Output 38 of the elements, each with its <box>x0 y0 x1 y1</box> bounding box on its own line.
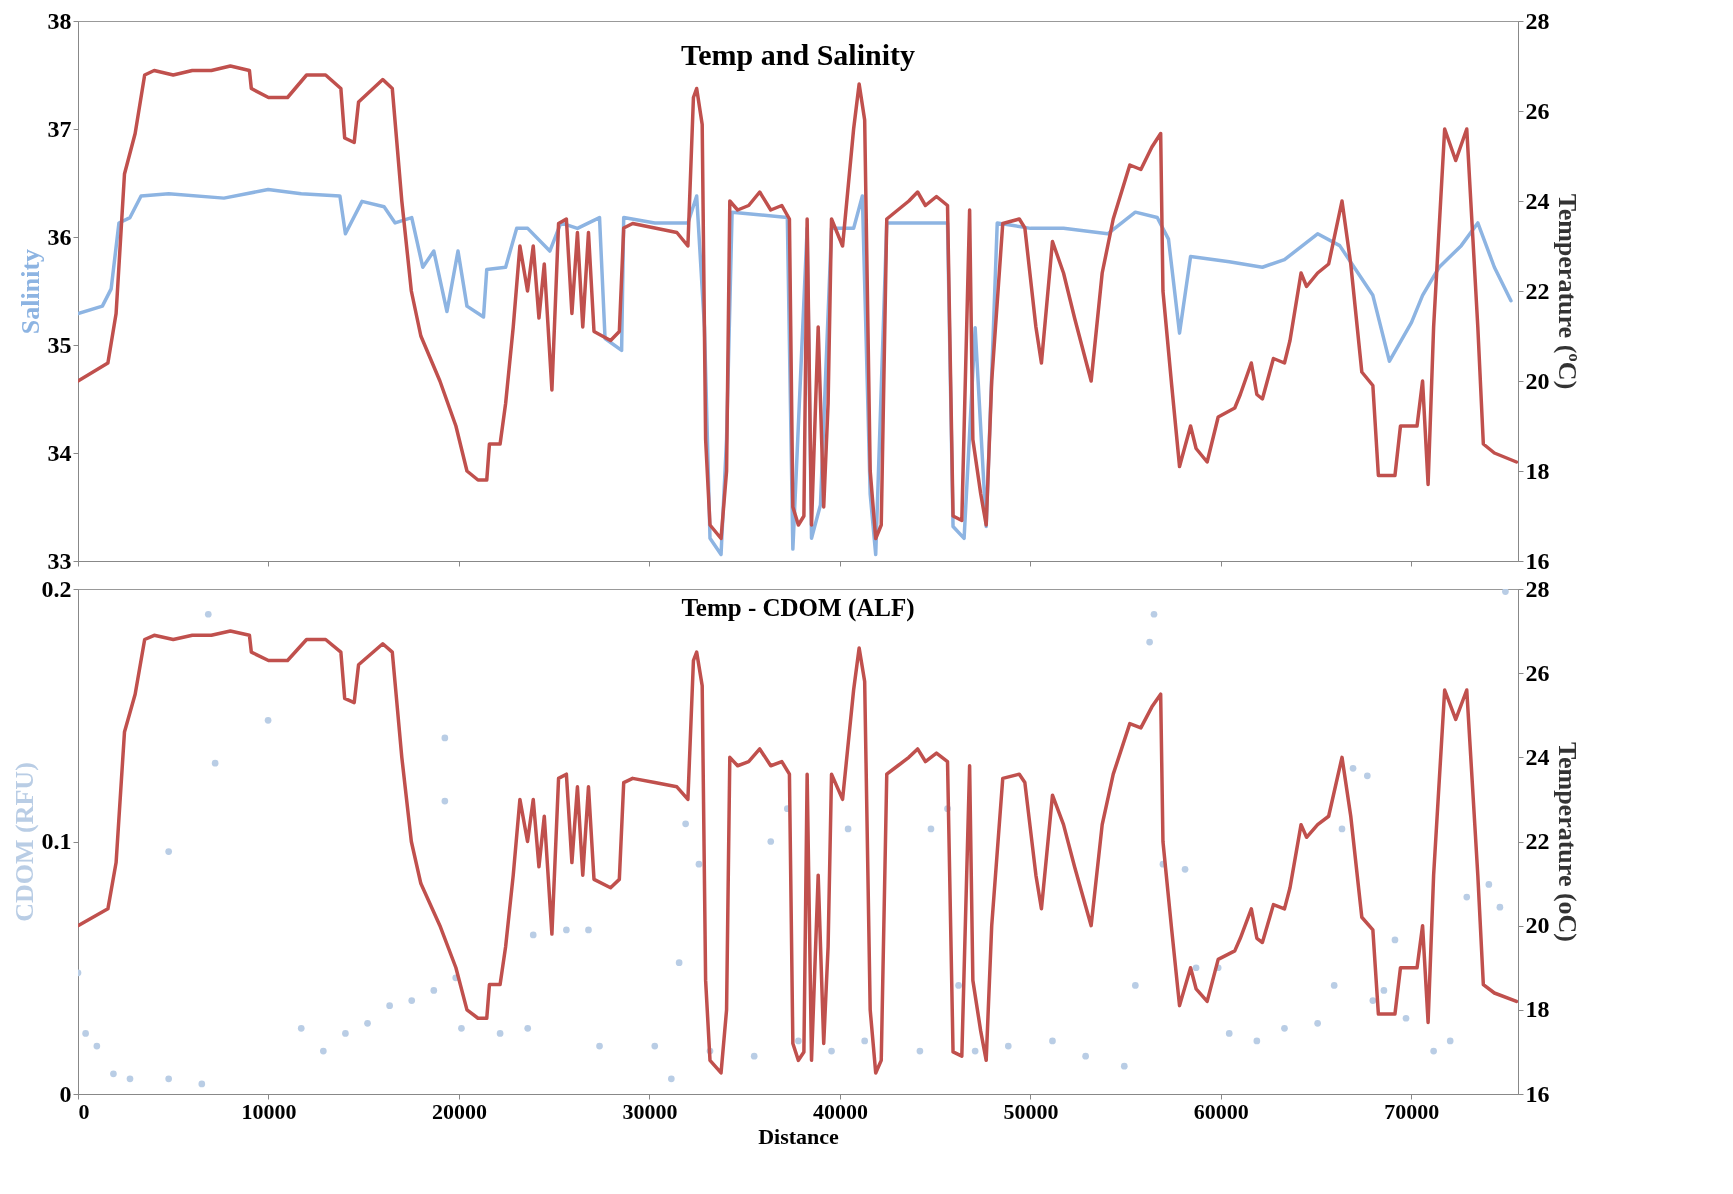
y-axis-title: Salinity <box>15 248 45 335</box>
y2-axis-title: Temperature (oC) <box>1552 741 1582 943</box>
y2-tick-label: 16 <box>1525 547 1550 574</box>
x-tick-label: 70000 <box>1384 1098 1440 1124</box>
y-tick-label: 0.2 <box>41 575 72 602</box>
y2-tick-label: 18 <box>1525 996 1550 1023</box>
y-tick-label: 0.1 <box>41 828 72 854</box>
y2-tick-label: 16 <box>1525 1080 1550 1107</box>
x-tick-label: 20000 <box>431 1098 487 1124</box>
y2-tick-label: 24 <box>1525 187 1550 214</box>
y2-tick-label: 28 <box>1525 7 1550 34</box>
y2-tick-label: 20 <box>1525 912 1550 939</box>
y2-tick-label: 26 <box>1525 659 1550 686</box>
y-tick-label: 0 <box>59 1080 72 1107</box>
y-tick-label: 36 <box>47 223 72 250</box>
chart-title: Temp - CDOM (ALF) <box>681 594 915 622</box>
y-tick-label: 34 <box>47 439 72 466</box>
x-tick-label: 10000 <box>241 1098 297 1124</box>
y2-tick-label: 20 <box>1525 367 1550 394</box>
x-tick-label: 30000 <box>622 1098 678 1124</box>
y-tick-label: 33 <box>47 547 72 574</box>
x-tick-label: 40000 <box>812 1098 868 1124</box>
y-tick-label: 37 <box>47 115 72 142</box>
x-axis-title: Distance <box>758 1123 840 1149</box>
y-tick-label: 35 <box>47 331 72 358</box>
y2-tick-label: 28 <box>1525 575 1550 602</box>
y-axis-title: CDOM (RFU) <box>9 762 39 922</box>
y2-tick-label: 24 <box>1525 743 1550 770</box>
y2-tick-label: 22 <box>1525 277 1550 304</box>
x-tick-label: 0 <box>78 1098 90 1124</box>
x-tick-label: 50000 <box>1003 1098 1059 1124</box>
y2-tick-label: 18 <box>1525 457 1550 484</box>
y-tick-label: 38 <box>47 7 72 34</box>
text: Temp and Salinity <box>681 38 915 71</box>
y2-tick-label: 22 <box>1525 828 1550 854</box>
y2-tick-label: 26 <box>1525 97 1550 124</box>
x-tick-label: 60000 <box>1193 1098 1249 1124</box>
y2-axis-title: Temperature (ºC) <box>1552 193 1582 390</box>
